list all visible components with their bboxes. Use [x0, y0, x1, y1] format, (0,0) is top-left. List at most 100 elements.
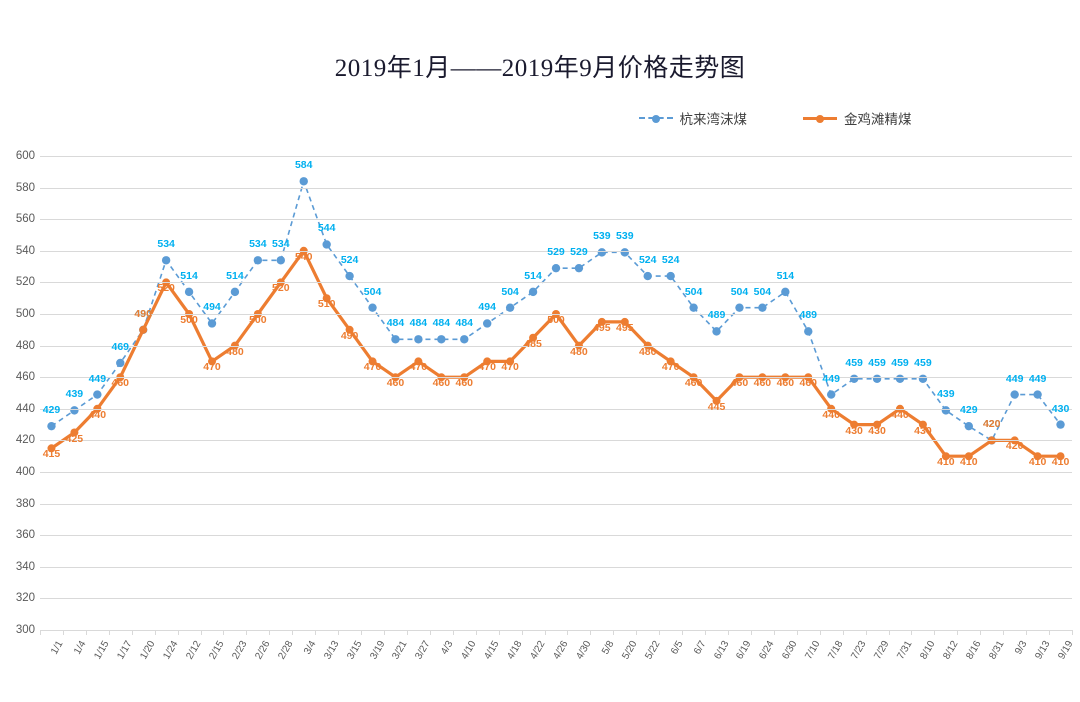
data-point[interactable] [299, 177, 308, 186]
data-point[interactable] [460, 335, 469, 344]
data-point[interactable] [1056, 420, 1065, 429]
data-point[interactable] [597, 317, 606, 326]
x-axis-tick-label: 6/5 [668, 639, 686, 657]
x-axis-tick-label: 1/15 [92, 639, 112, 662]
data-point[interactable] [345, 325, 354, 334]
x-axis-tick-label: 5/8 [599, 639, 617, 657]
data-point[interactable] [689, 303, 698, 312]
data-point[interactable] [161, 256, 171, 265]
data-point[interactable] [735, 303, 744, 312]
y-axis-tick-label: 500 [15, 308, 35, 320]
data-point[interactable] [184, 287, 194, 297]
data-point[interactable] [322, 294, 331, 303]
data-point[interactable] [918, 374, 928, 383]
data-point[interactable] [207, 319, 217, 328]
x-axis-tick-label: 9/3 [1012, 639, 1030, 657]
data-point[interactable] [666, 357, 675, 366]
legend-item-hanglaiwan[interactable]: 杭来湾沫煤 [638, 108, 747, 128]
data-point[interactable] [368, 303, 377, 312]
x-axis-tick-mark [406, 630, 408, 635]
data-point[interactable] [964, 452, 973, 461]
data-point[interactable] [1033, 390, 1042, 399]
data-point[interactable] [941, 406, 951, 415]
data-point[interactable] [528, 287, 538, 297]
data-point[interactable] [70, 428, 79, 437]
data-point[interactable] [483, 319, 492, 328]
data-point[interactable] [368, 357, 377, 366]
data-point[interactable] [941, 452, 950, 461]
data-point[interactable] [276, 256, 285, 265]
x-axis-tick-mark [636, 630, 638, 635]
y-axis-tick-label: 480 [15, 339, 35, 352]
data-point[interactable] [414, 335, 423, 344]
data-point[interactable] [1056, 452, 1065, 461]
x-axis-tick-label: 7/29 [872, 639, 892, 662]
x-axis-tick-label: 8/31 [986, 639, 1007, 662]
x-axis-line [40, 630, 1072, 631]
page-title: 2019年1月——2019年9月价格走势图 [334, 55, 746, 82]
data-point[interactable] [872, 374, 882, 383]
data-point[interactable] [781, 287, 790, 297]
x-axis-tick-label: 1/17 [115, 639, 135, 662]
data-point[interactable] [93, 390, 102, 399]
data-point[interactable] [758, 303, 767, 312]
data-point[interactable] [506, 357, 515, 366]
data-point[interactable] [253, 256, 263, 265]
x-axis-tick-label: 7/23 [849, 639, 869, 662]
data-point[interactable] [643, 271, 652, 281]
data-point[interactable] [895, 374, 905, 383]
data-point[interactable] [139, 325, 148, 334]
data-point[interactable] [873, 420, 882, 429]
x-axis-tick-label: 4/30 [574, 639, 594, 662]
y-axis-tick-label: 600 [15, 150, 35, 162]
y-axis-tick-label: 420 [15, 434, 35, 447]
data-point[interactable] [804, 327, 813, 336]
data-point[interactable] [391, 335, 400, 344]
data-point[interactable] [850, 420, 859, 429]
data-point[interactable] [1010, 390, 1019, 399]
data-point[interactable] [712, 327, 721, 336]
data-point[interactable] [483, 357, 492, 366]
data-point[interactable] [1033, 452, 1042, 461]
data-point[interactable] [208, 357, 216, 366]
x-axis-tick-label: 7/10 [803, 639, 823, 662]
x-axis-tick-label: 3/21 [390, 639, 410, 662]
data-point[interactable] [70, 406, 79, 415]
x-axis-tick-mark [773, 630, 775, 635]
data-point[interactable] [964, 421, 973, 431]
data-point[interactable] [551, 263, 561, 273]
data-point[interactable] [437, 335, 446, 344]
data-point[interactable] [597, 248, 607, 257]
gridline [40, 250, 1072, 252]
data-point[interactable] [322, 240, 331, 249]
data-point[interactable] [620, 317, 629, 326]
legend-item-jinjitan[interactable]: 金鸡滩精煤 [803, 108, 912, 128]
x-axis-tick-mark [452, 630, 454, 635]
data-point[interactable] [918, 420, 927, 429]
data-point[interactable] [47, 421, 56, 431]
data-point[interactable] [712, 396, 721, 405]
data-point[interactable] [414, 357, 423, 366]
x-axis-tick-mark [957, 630, 959, 635]
x-axis-tick-label: 2/23 [230, 639, 250, 662]
data-point[interactable] [620, 248, 629, 257]
data-point[interactable] [116, 358, 125, 368]
x-axis-tick-mark [1026, 630, 1028, 635]
data-point[interactable] [666, 271, 675, 281]
data-point[interactable] [505, 303, 515, 312]
data-point[interactable] [47, 444, 56, 453]
data-point[interactable] [345, 271, 354, 281]
x-axis-tick-mark [40, 630, 41, 635]
x-axis-tick-label: 7/31 [895, 639, 915, 662]
x-axis-tick-mark [1049, 630, 1051, 635]
y-axis-tick-label: 460 [15, 371, 35, 384]
x-axis-tick-mark [429, 630, 431, 635]
data-point[interactable] [574, 263, 584, 273]
dashed-line-marker-icon [638, 112, 673, 124]
data-point[interactable] [827, 390, 836, 399]
data-point[interactable] [529, 333, 538, 342]
data-point[interactable] [849, 374, 859, 383]
data-point[interactable] [230, 287, 240, 297]
x-axis-tick-label: 6/24 [757, 639, 777, 662]
x-axis-tick-label: 5/22 [642, 639, 663, 662]
